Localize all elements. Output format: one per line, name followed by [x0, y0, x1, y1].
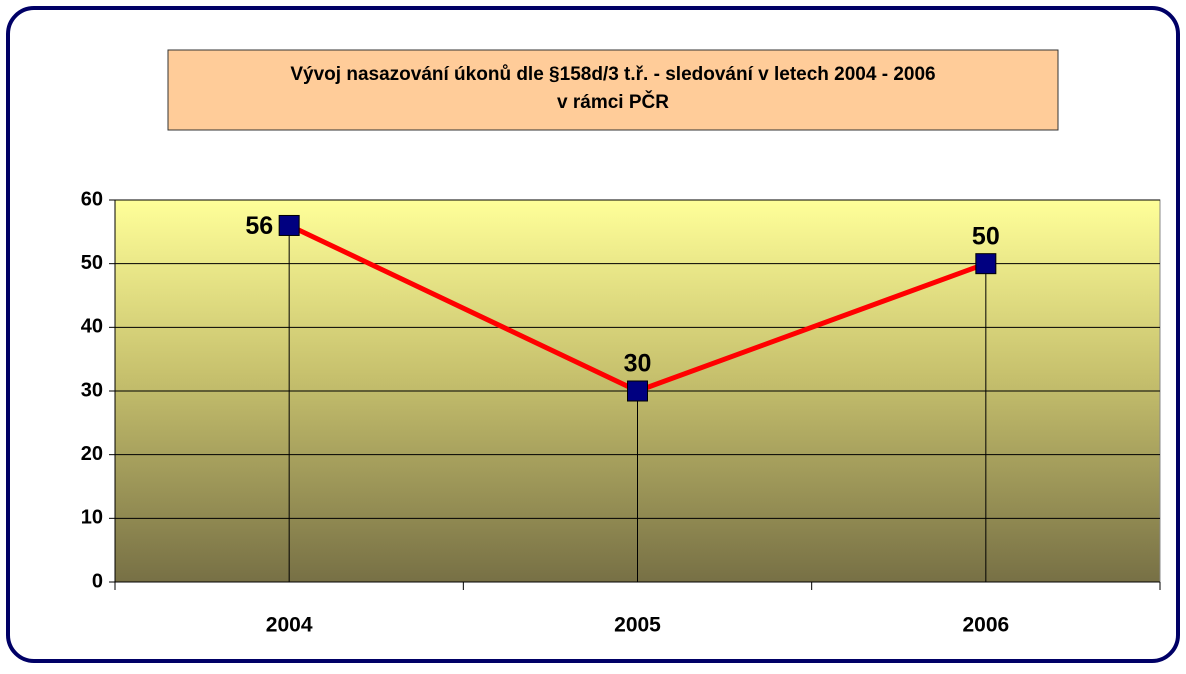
- marker: [627, 380, 648, 402]
- chart-title: v rámci PČR: [557, 91, 669, 113]
- chart-title: Vývoj nasazování úkonů dle §158d/3 t.ř. …: [290, 64, 935, 85]
- y-tick-label: 0: [92, 570, 103, 592]
- y-tick-label: 40: [81, 316, 103, 338]
- y-tick-label: 50: [81, 252, 103, 274]
- x-tick-label: 2004: [266, 614, 313, 637]
- x-tick-label: 2005: [614, 614, 661, 637]
- y-tick-label: 60: [81, 188, 103, 210]
- data-label: 30: [624, 350, 652, 378]
- data-label: 56: [245, 212, 273, 240]
- x-tick-label: 2006: [962, 614, 1009, 637]
- data-label: 50: [972, 222, 1000, 250]
- title-box: [167, 49, 1059, 131]
- y-tick-label: 10: [81, 507, 103, 529]
- marker: [278, 214, 300, 236]
- y-tick-label: 30: [81, 379, 103, 401]
- y-tick-label: 20: [81, 443, 103, 465]
- marker: [975, 253, 997, 275]
